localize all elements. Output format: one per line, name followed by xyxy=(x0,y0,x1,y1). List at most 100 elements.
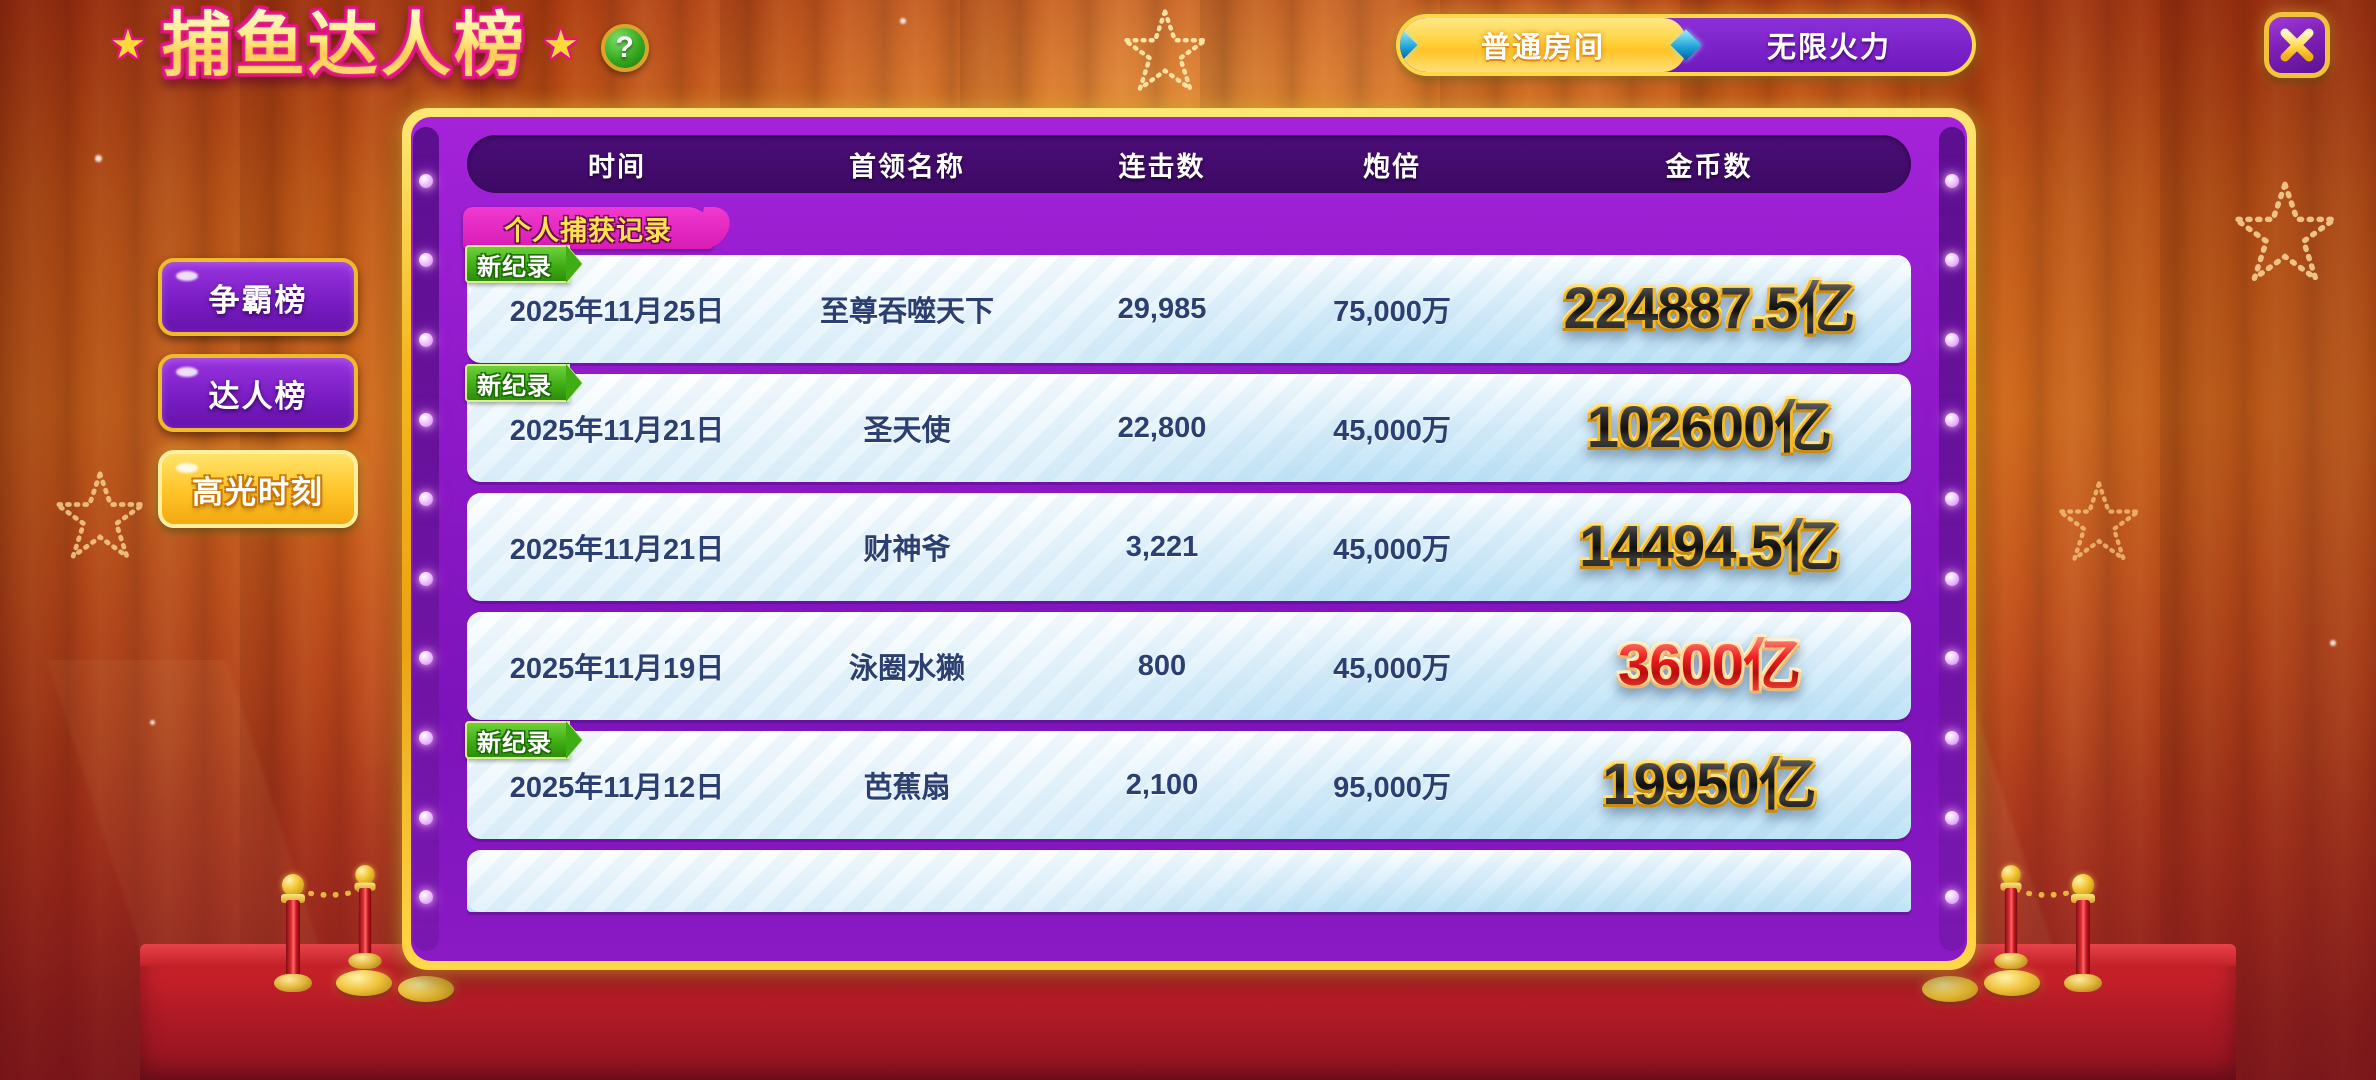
badge-label: 新纪录 xyxy=(477,729,552,757)
highlight-glint xyxy=(176,271,198,281)
cell-boss: 至尊吞噬天下 xyxy=(819,296,994,328)
velvet-rope xyxy=(2010,868,2084,898)
room-mode-tabs: 普通房间 无限火力 xyxy=(1396,14,1976,76)
page-title: ★ 捕鱼达人榜 ★ ? xyxy=(110,6,649,84)
bulb-icon xyxy=(1945,253,1959,268)
stanchion xyxy=(348,865,382,969)
bulb-icon xyxy=(1945,810,1959,825)
close-button[interactable] xyxy=(2264,12,2330,78)
cell-coins: 224887.5亿 xyxy=(1507,280,1911,338)
bulb-icon xyxy=(419,810,433,825)
gem-icon xyxy=(1400,29,1418,61)
stanchion xyxy=(2064,874,2102,992)
bulb-icon xyxy=(419,173,433,188)
cell-boss: 泳圈水獭 xyxy=(848,653,965,685)
highlight-glint xyxy=(176,463,198,473)
cell-cannon: 45,000万 xyxy=(1333,653,1451,685)
cell-coins: 19950亿 xyxy=(1507,756,1911,814)
bulb-icon xyxy=(419,332,433,347)
tab-unlimited-firepower[interactable]: 无限火力 xyxy=(1686,18,1972,72)
sparkle xyxy=(900,18,906,24)
tab-unlimited-firepower-label: 无限火力 xyxy=(1766,32,1891,64)
stanchion xyxy=(1994,865,2028,969)
cell-cannon: 45,000万 xyxy=(1333,415,1451,447)
bulb-icon xyxy=(1945,890,1959,905)
column-header-coins: 金币数 xyxy=(1665,151,1753,182)
status-badge: 新纪录 xyxy=(465,364,570,402)
column-header-combo: 连击数 xyxy=(1118,151,1206,182)
title-star-left-icon: ★ xyxy=(110,23,146,67)
tab-normal-room[interactable]: 普通房间 xyxy=(1400,18,1702,72)
cell-time: 2025年11月19日 xyxy=(509,653,725,685)
cell-time: 2025年11月25日 xyxy=(509,296,725,328)
bulb-icon xyxy=(419,571,433,586)
section-tab-label: 个人捕获记录 xyxy=(504,215,672,246)
table-row[interactable]: 新纪录 2025年11月21日 圣天使 22,800 45,000万 10260… xyxy=(465,364,1911,482)
sidebar-item-darenbang[interactable]: 达人榜 xyxy=(158,354,358,432)
cell-combo: 2,100 xyxy=(1125,768,1199,801)
table-row[interactable]: 2025年11月19日 泳圈水獭 800 45,000万 3600亿 xyxy=(467,612,1911,720)
sparkle xyxy=(95,155,102,162)
badge-label: 新纪录 xyxy=(477,253,552,281)
table-row[interactable]: 新纪录 2025年11月12日 芭蕉扇 2,100 95,000万 19950亿 xyxy=(465,721,1911,839)
bulb-icon xyxy=(419,730,433,745)
table-header: 时间 首领名称 连击数 炮倍 金币数 xyxy=(467,135,1911,193)
help-icon[interactable]: ? xyxy=(600,24,649,72)
sidebar-item-gaoguangshike[interactable]: 高光时刻 xyxy=(158,450,358,528)
cell-coins: 14494.5亿 xyxy=(1507,518,1911,576)
table-row-partial[interactable] xyxy=(467,850,1911,912)
cell-time: 2025年11月21日 xyxy=(509,534,725,566)
table-row[interactable]: 新纪录 2025年11月25日 至尊吞噬天下 29,985 75,000万 22… xyxy=(465,245,1911,363)
cell-coins: 3600亿 xyxy=(1507,637,1911,695)
bulb-icon xyxy=(419,651,433,666)
sidebar-item-zhengbabang[interactable]: 争霸榜 xyxy=(158,258,358,336)
table-row[interactable]: 2025年11月21日 财神爷 3,221 45,000万 14494.5亿 xyxy=(467,493,1911,601)
cell-boss: 财神爷 xyxy=(863,534,951,566)
sparkle xyxy=(2330,640,2336,646)
bulb-icon xyxy=(1945,173,1959,188)
title-star-right-icon: ★ xyxy=(542,23,579,67)
column-header-time: 时间 xyxy=(588,151,646,182)
highlight-glint xyxy=(176,367,198,377)
panel-inner: 时间 首领名称 连击数 炮倍 金币数 个人捕获记录 新纪录 2025年11月25… xyxy=(411,117,1967,961)
status-badge: 新纪录 xyxy=(465,721,570,759)
sidebar-item-label: 达人榜 xyxy=(208,378,308,414)
cell-time: 2025年11月21日 xyxy=(509,415,725,447)
column-header-cannon: 炮倍 xyxy=(1363,151,1421,182)
gold-coin xyxy=(398,976,454,1002)
sparkle xyxy=(240,30,245,35)
cell-combo: 22,800 xyxy=(1117,411,1207,444)
cell-combo: 3,221 xyxy=(1125,530,1199,563)
tab-normal-room-label: 普通房间 xyxy=(1480,32,1605,64)
record-list: 新纪录 2025年11月25日 至尊吞噬天下 29,985 75,000万 22… xyxy=(465,245,1911,912)
red-stage-platform xyxy=(140,944,2236,1080)
badge-label: 新纪录 xyxy=(477,372,552,400)
status-badge: 新纪录 xyxy=(465,245,570,283)
gold-coin xyxy=(336,970,392,996)
bulb-icon xyxy=(1945,730,1959,745)
cell-combo: 29,985 xyxy=(1117,292,1207,325)
leaderboard-sidebar: 争霸榜 达人榜 高光时刻 xyxy=(158,258,368,546)
bulb-icon xyxy=(1945,332,1959,347)
cell-boss: 圣天使 xyxy=(863,415,951,447)
sparkle xyxy=(150,720,155,725)
sidebar-item-label: 争霸榜 xyxy=(208,282,308,318)
bulb-icon xyxy=(419,890,433,905)
velvet-rope xyxy=(292,868,366,898)
column-header-boss: 首领名称 xyxy=(849,151,965,182)
cell-time: 2025年11月12日 xyxy=(509,772,725,804)
cell-cannon: 45,000万 xyxy=(1333,534,1451,566)
bulb-icon xyxy=(419,492,433,507)
close-icon xyxy=(2280,28,2314,62)
bulb-icon xyxy=(1945,492,1959,507)
title-text: 捕鱼达人榜 xyxy=(161,6,527,84)
sidebar-item-label: 高光时刻 xyxy=(192,474,324,510)
bulb-icon xyxy=(419,412,433,427)
cell-boss: 芭蕉扇 xyxy=(863,772,951,804)
right-bulb-strip xyxy=(1939,127,1965,951)
cell-coins: 102600亿 xyxy=(1507,399,1911,457)
section-tab-personal-record[interactable]: 个人捕获记录 xyxy=(463,207,713,249)
left-bulb-strip xyxy=(413,127,439,951)
bulb-icon xyxy=(1945,571,1959,586)
